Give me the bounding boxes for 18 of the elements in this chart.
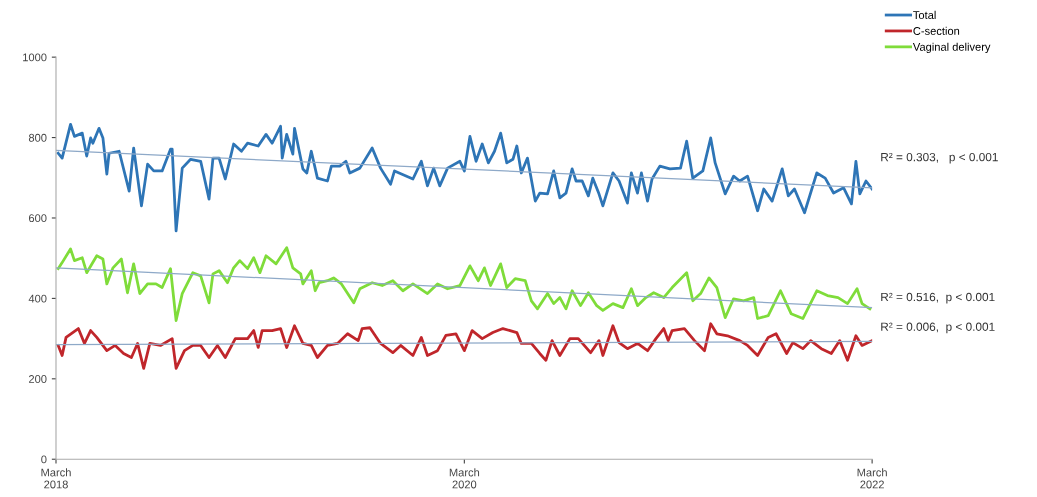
y-tick-label: 1000 bbox=[23, 53, 47, 62]
text: R² = 0.006, p < 0.001 bbox=[881, 322, 995, 334]
x-tick-label: March 2022 bbox=[857, 468, 887, 489]
y-tick-label: 200 bbox=[28, 375, 47, 383]
line-series bbox=[56, 322, 873, 370]
y-tick-label: 400 bbox=[28, 294, 47, 303]
line-series bbox=[56, 122, 873, 233]
legend-label: C-section bbox=[913, 26, 960, 35]
x-tick-label: March 2020 bbox=[449, 468, 480, 489]
legend-label: Total bbox=[913, 10, 936, 20]
legend-label: Vaginal delivery bbox=[912, 42, 991, 54]
y-tick-label: 0 bbox=[41, 455, 47, 464]
y-tick-label: 800 bbox=[28, 133, 47, 142]
text: R² = 0.516, p < 0.001 bbox=[881, 292, 995, 304]
y-tick-label: 600 bbox=[29, 214, 47, 223]
x-tick-label: March 2018 bbox=[41, 468, 71, 489]
line-series bbox=[56, 246, 872, 322]
text: R² = 0.303, p < 0.001 bbox=[881, 152, 998, 164]
